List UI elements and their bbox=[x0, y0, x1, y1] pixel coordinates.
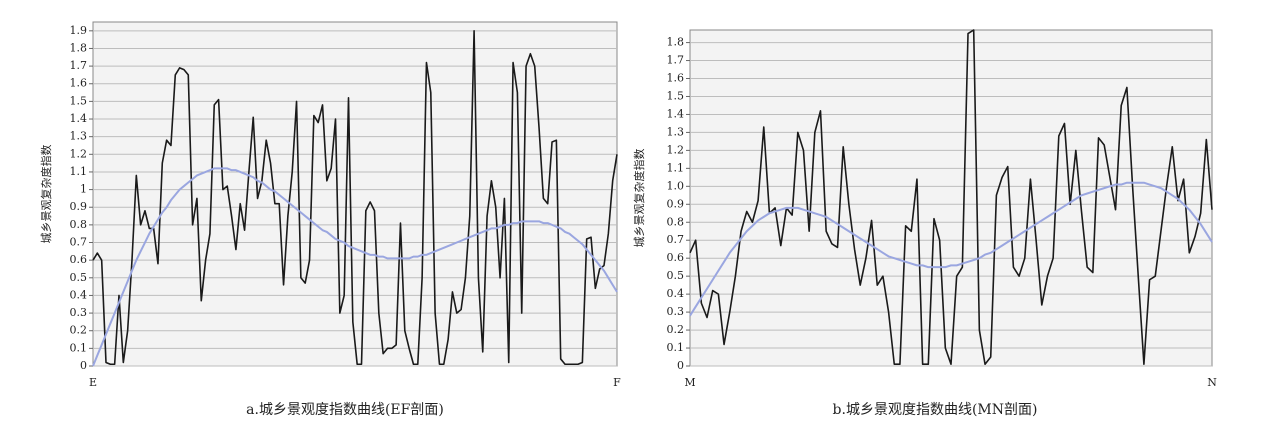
y-tick-label: 0.6 bbox=[667, 251, 685, 264]
y-tick-label: 0.2 bbox=[667, 323, 685, 336]
y-axis-label: 城乡景观复杂度指数 bbox=[39, 145, 53, 244]
data-line bbox=[689, 181, 1213, 317]
plot-area bbox=[92, 21, 618, 367]
y-tick-label: 0.6 bbox=[70, 253, 88, 266]
y-tick-label: 1.1 bbox=[70, 165, 88, 178]
x-tick-label: M bbox=[684, 376, 695, 389]
y-tick-label: 0.5 bbox=[667, 269, 685, 282]
y-tick-label: 1.0 bbox=[667, 179, 685, 192]
y-tick-label: 0.5 bbox=[70, 271, 88, 284]
data-line bbox=[92, 30, 618, 366]
y-tick-label: 1.5 bbox=[667, 89, 685, 102]
y-tick-label: 1.3 bbox=[667, 125, 685, 138]
y-tick-label: 1.2 bbox=[70, 147, 88, 160]
data-line bbox=[92, 167, 618, 367]
y-tick-label: 1.3 bbox=[70, 130, 88, 143]
y-tick-label: 1.4 bbox=[667, 107, 685, 120]
y-tick-label: 0.3 bbox=[667, 305, 685, 318]
y-tick-label: 0.7 bbox=[667, 233, 685, 246]
y-tick-label: 0.8 bbox=[667, 215, 685, 228]
y-tick-label: 1.1 bbox=[667, 161, 685, 174]
y-tick-label: 1.4 bbox=[70, 112, 88, 125]
y-tick-label: 1.7 bbox=[667, 54, 685, 67]
y-tick-label: 0.4 bbox=[70, 288, 88, 301]
y-tick-label: 1.6 bbox=[70, 77, 88, 90]
y-tick-label: 1.2 bbox=[667, 143, 685, 156]
caption: a.城乡景观度指数曲线(EF剖面) bbox=[246, 402, 444, 418]
plot-area bbox=[689, 29, 1213, 367]
caption: b.城乡景观度指数曲线(MN剖面) bbox=[833, 402, 1038, 418]
y-tick-label: 0.1 bbox=[70, 341, 88, 354]
x-tick-label: E bbox=[89, 376, 97, 389]
y-tick-label: 1.6 bbox=[667, 72, 685, 85]
y-tick-label: 1.9 bbox=[70, 24, 88, 37]
y-tick-label: 1.8 bbox=[70, 41, 88, 54]
y-tick-label: 1.8 bbox=[667, 36, 685, 49]
y-tick-label: 0.9 bbox=[70, 200, 88, 213]
y-tick-label: 1.7 bbox=[70, 59, 88, 72]
x-tick-label: F bbox=[613, 376, 621, 389]
y-tick-label: 0.1 bbox=[667, 341, 685, 354]
y-axis-label: 城乡景观复杂度指数 bbox=[632, 149, 646, 248]
y-tick-label: 0.2 bbox=[70, 324, 88, 337]
y-tick-label: 0.7 bbox=[70, 236, 88, 249]
y-tick-label: 0 bbox=[80, 359, 87, 372]
y-tick-label: 0 bbox=[677, 359, 684, 372]
y-tick-label: 1.5 bbox=[70, 94, 88, 107]
y-tick-label: 0.3 bbox=[70, 306, 88, 319]
y-tick-label: 0.4 bbox=[667, 287, 685, 300]
y-tick-label: 0.9 bbox=[667, 197, 685, 210]
y-tick-label: 0.8 bbox=[70, 218, 88, 231]
y-tick-label: 1 bbox=[80, 183, 87, 196]
x-tick-label: N bbox=[1207, 376, 1217, 389]
data-line bbox=[689, 29, 1213, 365]
